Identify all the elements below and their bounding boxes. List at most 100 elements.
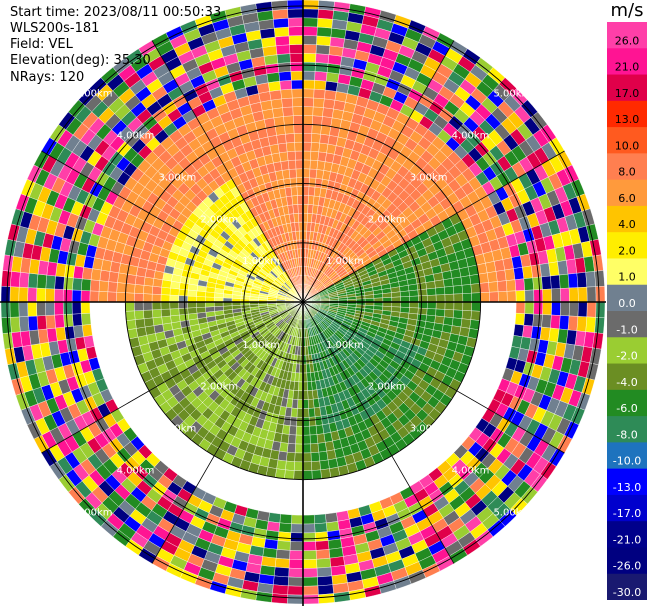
colorbar-label: -10.0 [613,455,641,468]
velocity-gate [585,316,596,333]
velocity-gate [514,312,525,326]
velocity-gate [98,291,109,303]
velocity-gate [333,591,351,603]
velocity-gate [576,272,588,288]
range-ring-label: 3.00km [158,172,196,183]
velocity-gate [311,124,322,135]
velocity-gate [282,106,294,117]
velocity-gate [302,594,319,605]
velocity-gate [278,522,292,533]
velocity-gate [73,325,84,339]
velocity-gate [273,575,289,587]
velocity-gate [479,282,490,293]
velocity-gate [302,62,316,72]
velocity-gate [326,521,340,532]
velocity-gate [134,284,145,294]
velocity-gate [288,26,304,37]
velocity-gate [285,460,295,471]
velocity-gate [408,283,419,292]
velocity-gate [27,273,39,289]
colorbar-label: 13.0 [615,113,640,126]
velocity-gate [293,124,304,134]
velocity-gate [302,0,319,10]
velocity-gate [126,319,137,330]
velocity-gate [98,280,109,292]
velocity-gate [289,416,298,427]
velocity-gate [302,79,315,90]
velocity-gate [312,115,323,126]
velocity-gate [281,169,291,180]
velocity-gate [408,307,419,315]
velocity-gate [287,434,297,445]
velocity-gate [314,415,323,426]
velocity-gate [326,63,341,75]
velocity-gate [289,541,304,551]
velocity-gate [55,262,67,278]
velocity-gate [453,293,464,303]
velocity-gate [295,168,304,179]
velocity-gate [315,44,331,55]
velocity-gate [314,522,328,533]
velocity-gate [280,160,290,171]
velocity-gate [450,268,462,279]
velocity-gate [296,177,304,187]
velocity-gate [302,452,312,463]
velocity-gate [302,35,318,45]
velocity-gate [54,275,65,290]
velocity-gate [318,0,335,11]
velocity-gate [302,106,314,116]
velocity-gate [294,150,304,161]
velocity-gate [595,286,606,303]
velocity-gate [532,276,543,291]
colorbar-label: -17.0 [613,507,641,520]
colorbar-unit: m/s [610,0,644,21]
velocity-gate [533,301,543,315]
velocity-gate [444,293,455,303]
velocity-gate [284,186,293,197]
velocity-gate [558,315,570,331]
velocity-gate [288,425,297,436]
velocity-gate [530,264,542,279]
velocity-gate [288,559,304,569]
velocity-gate [532,313,543,328]
velocity-gate [391,291,401,298]
range-ring-label: 3.00km [410,172,448,183]
velocity-gate [444,309,454,318]
colorbar-label: 4.0 [618,218,636,231]
velocity-gate [594,317,605,334]
velocity-gate [426,294,437,303]
velocity-gate [36,301,46,317]
velocity-gate [309,434,319,445]
velocity-gate [523,277,534,291]
velocity-gate [302,141,312,152]
velocity-gate [441,270,453,280]
velocity-gate [592,332,604,350]
velocity-gate [153,324,165,334]
velocity-gate [522,265,533,279]
ppi-plot: 1.00km 1.00km 1.00km 1.00km 2.00km 2.00km 2.00… [0,0,606,606]
velocity-gate [187,312,198,321]
velocity-gate [10,271,21,288]
velocity-gate [63,301,73,315]
velocity-gate [178,301,188,309]
velocity-gate [495,269,507,282]
velocity-gate [285,133,295,144]
velocity-gate [9,301,20,318]
velocity-gate [290,532,304,542]
velocity-gate [107,291,117,303]
velocity-gate [142,293,153,303]
velocity-gate [152,309,162,318]
velocity-gate [274,26,290,38]
velocity-gate [276,540,291,551]
velocity-gate [288,168,297,179]
colorbar-label: 2.0 [618,244,636,257]
velocity-gate [277,450,288,462]
velocity-gate [469,319,480,330]
velocity-gate [444,286,454,295]
velocity-gate [302,177,310,187]
velocity-gate [302,195,309,205]
velocity-gate [462,292,472,303]
velocity-gate [302,115,313,125]
velocity-gate [291,195,299,206]
velocity-gate [315,53,330,64]
